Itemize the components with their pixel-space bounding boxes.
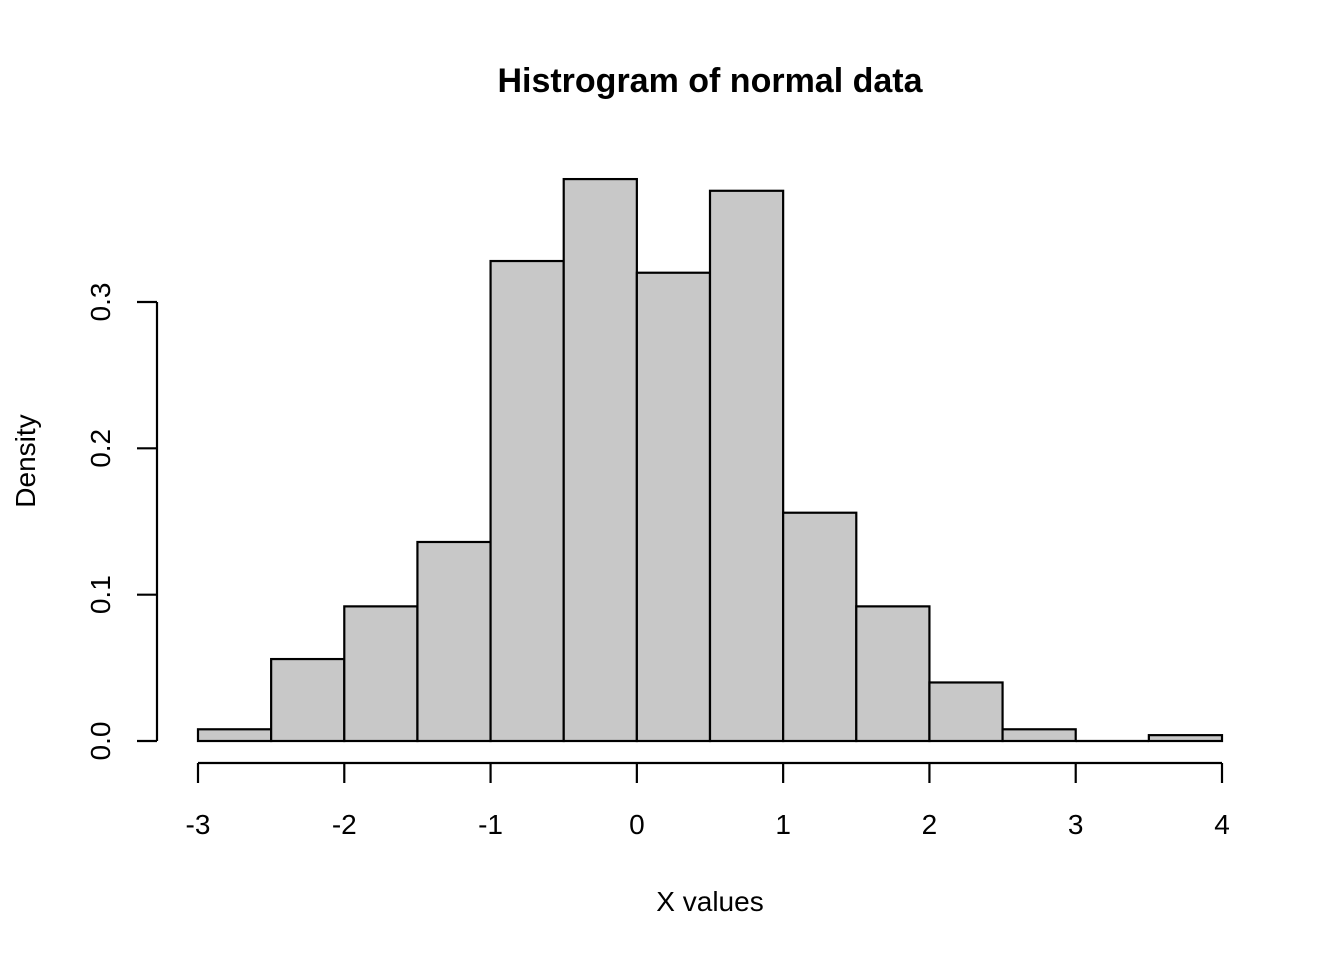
- x-tick-label: -3: [186, 809, 211, 840]
- histogram-bar: [343, 605, 419, 743]
- x-axis-label: X values: [656, 886, 763, 917]
- histogram-bar: [928, 681, 1004, 743]
- y-tick-label: 0.2: [85, 429, 116, 468]
- histogram-bar: [635, 271, 712, 743]
- y-tick-label: 0.3: [85, 283, 116, 322]
- x-tick-label: -2: [332, 809, 357, 840]
- y-tick-label: 0.0: [85, 722, 116, 761]
- histogram-bar: [196, 728, 273, 743]
- chart-title: Histrogram of normal data: [497, 62, 923, 100]
- histogram-bar: [1001, 728, 1077, 743]
- y-axis-label: Density: [10, 414, 41, 507]
- histogram-bar: [416, 540, 492, 743]
- x-tick-label: 1: [775, 809, 791, 840]
- histogram-bar: [562, 177, 638, 743]
- y-axis: 0.0 0.1 0.2 0.3: [85, 283, 159, 761]
- y-tick-label: 0.1: [85, 575, 116, 614]
- histogram-bar: [489, 259, 565, 743]
- histogram-bar: [1147, 734, 1224, 743]
- histogram-bar: [855, 605, 931, 743]
- histogram-bar: [270, 657, 346, 743]
- x-tick-label: 3: [1068, 809, 1084, 840]
- histogram-bar: [782, 511, 858, 743]
- x-tick-label: -1: [478, 809, 503, 840]
- x-tick-label: 0: [629, 809, 645, 840]
- x-axis: -3 -2 -1 0 1 2 3 4: [186, 761, 1230, 840]
- x-tick-label: 4: [1214, 809, 1230, 840]
- histogram-bars: [196, 177, 1224, 743]
- x-tick-label: 2: [922, 809, 938, 840]
- histogram-bar: [708, 189, 785, 743]
